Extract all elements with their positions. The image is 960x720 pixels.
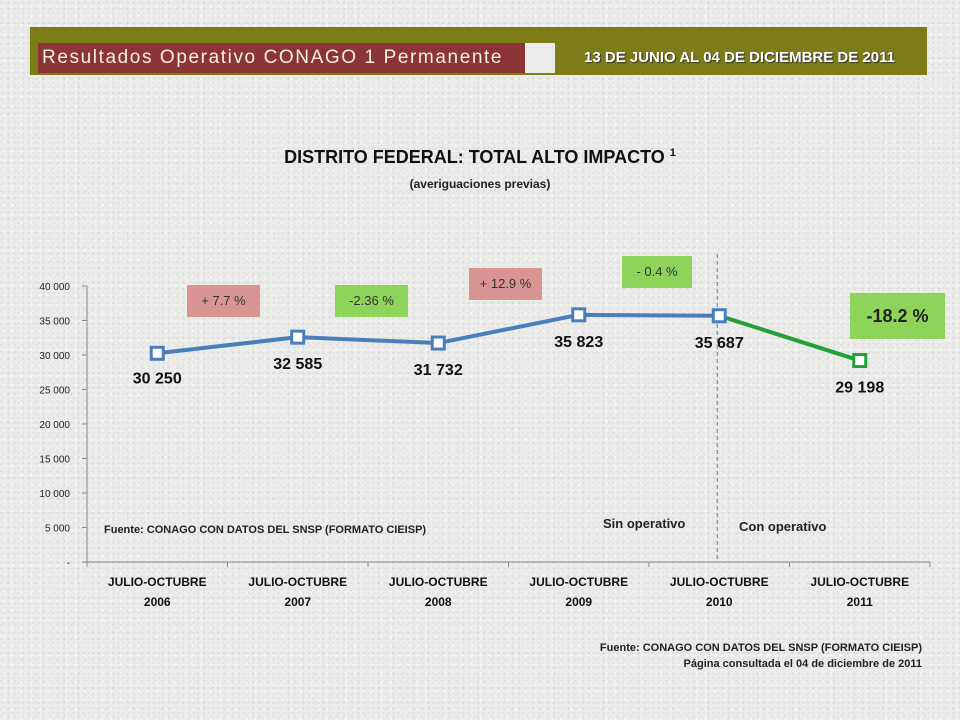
data-value-label: 35 823 — [554, 334, 603, 351]
data-point-marker — [149, 345, 165, 361]
percent-change-box: + 7.7 % — [187, 285, 260, 317]
x-tick-label: JULIO-OCTUBRE — [248, 575, 347, 589]
x-tick-label: 2008 — [425, 595, 452, 609]
header-title: Resultados Operativo CONAGO 1 Permanente — [38, 43, 525, 73]
data-value-label: 35 687 — [695, 335, 744, 352]
header-gap — [525, 43, 555, 73]
x-tick-label: 2010 — [706, 595, 733, 609]
header-date-range: 13 DE JUNIO AL 04 DE DICIEMBRE DE 2011 — [584, 49, 895, 66]
x-tick-label: JULIO-OCTUBRE — [389, 575, 488, 589]
x-tick-label: 2011 — [847, 595, 873, 609]
data-value-label: 30 250 — [133, 370, 182, 387]
chart-title-text: DISTRITO FEDERAL: TOTAL ALTO IMPACTO — [284, 147, 665, 167]
data-point-marker — [290, 329, 306, 345]
series-line-segment — [718, 313, 861, 363]
percent-change-box: - 0.4 % — [622, 256, 692, 288]
y-tick-label: - — [67, 558, 70, 569]
label-con-operativo: Con operativo — [739, 519, 827, 534]
percent-change-box: -18.2 % — [850, 293, 945, 339]
data-point-marker — [711, 308, 727, 324]
x-tick-label: 2006 — [144, 595, 171, 609]
data-value-label: 32 585 — [273, 356, 322, 373]
footer-consulted-line: Página consultada el 04 de diciembre de … — [683, 658, 922, 670]
x-tick-label: 2007 — [284, 595, 311, 609]
y-tick-label: 35 000 — [39, 317, 70, 328]
data-point-marker — [852, 353, 868, 369]
x-tick-label: JULIO-OCTUBRE — [810, 575, 909, 589]
x-tick-label: JULIO-OCTUBRE — [529, 575, 628, 589]
label-sin-operativo: Sin operativo — [603, 516, 686, 531]
y-tick-label: 25 000 — [39, 386, 70, 397]
y-tick-label: 10 000 — [39, 489, 70, 500]
chart-title-superscript: 1 — [669, 147, 676, 159]
footer-source-line: Fuente: CONAGO CON DATOS DEL SNSP (FORMA… — [599, 642, 922, 654]
data-value-label: 31 732 — [414, 362, 463, 379]
y-tick-label: 40 000 — [39, 282, 70, 293]
data-point-marker — [430, 335, 446, 351]
x-tick-label: 2009 — [565, 595, 592, 609]
y-tick-label: 30 000 — [39, 351, 70, 362]
y-tick-label: 20 000 — [39, 420, 70, 431]
data-point-marker — [571, 307, 587, 323]
data-value-label: 29 198 — [835, 380, 884, 397]
percent-change-box: + 12.9 % — [469, 268, 542, 300]
y-tick-label: 5 000 — [45, 524, 70, 535]
x-tick-label: JULIO-OCTUBRE — [670, 575, 769, 589]
x-tick-label: JULIO-OCTUBRE — [108, 575, 207, 589]
chart-source-note: Fuente: CONAGO CON DATOS DEL SNSP (FORMA… — [104, 524, 427, 536]
footer-source: Fuente: CONAGO CON DATOS DEL SNSP (FORMA… — [600, 640, 922, 672]
chart-title: DISTRITO FEDERAL: TOTAL ALTO IMPACTO 1 — [0, 147, 960, 168]
percent-change-box: -2.36 % — [335, 285, 408, 317]
y-tick-label: 15 000 — [39, 455, 70, 466]
chart-subtitle: (averiguaciones previas) — [409, 177, 551, 191]
